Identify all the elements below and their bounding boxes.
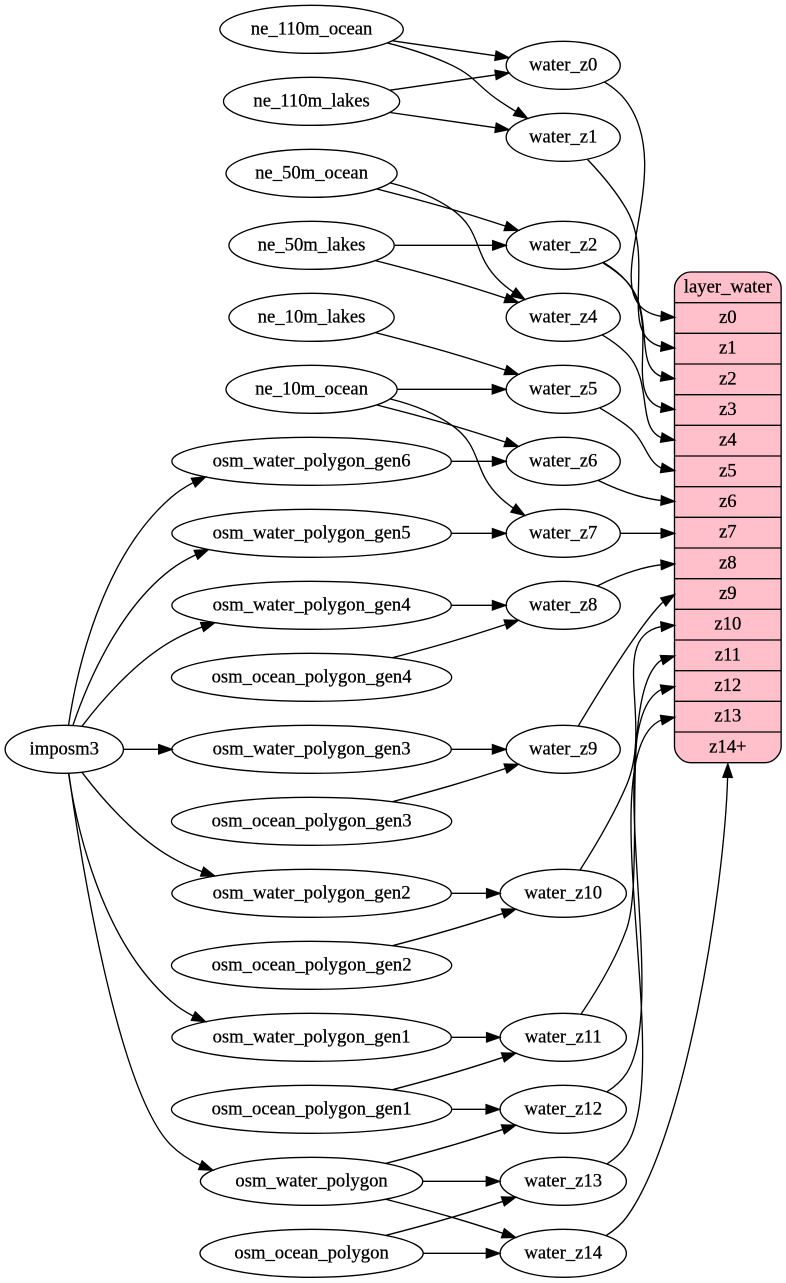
svg-text:water_z1: water_z1 bbox=[529, 126, 597, 147]
svg-text:imposm3: imposm3 bbox=[30, 738, 99, 759]
svg-text:z3: z3 bbox=[719, 399, 737, 420]
svg-text:osm_ocean_polygon_gen1: osm_ocean_polygon_gen1 bbox=[212, 1098, 412, 1119]
svg-text:z9: z9 bbox=[719, 583, 737, 604]
svg-text:water_z0: water_z0 bbox=[529, 54, 597, 75]
svg-text:osm_water_polygon_gen3: osm_water_polygon_gen3 bbox=[213, 738, 411, 759]
svg-text:osm_water_polygon_gen6: osm_water_polygon_gen6 bbox=[213, 450, 411, 471]
svg-text:water_z11: water_z11 bbox=[525, 1026, 602, 1047]
svg-text:water_z7: water_z7 bbox=[529, 522, 597, 543]
svg-text:z2: z2 bbox=[719, 368, 737, 389]
svg-text:water_z8: water_z8 bbox=[529, 594, 597, 615]
svg-text:z6: z6 bbox=[719, 491, 737, 512]
svg-text:z7: z7 bbox=[719, 522, 737, 543]
svg-text:ne_110m_ocean: ne_110m_ocean bbox=[251, 18, 373, 39]
svg-text:osm_water_polygon_gen4: osm_water_polygon_gen4 bbox=[213, 594, 412, 615]
svg-text:osm_water_polygon_gen1: osm_water_polygon_gen1 bbox=[213, 1026, 411, 1047]
svg-text:ne_10m_ocean: ne_10m_ocean bbox=[255, 378, 369, 399]
svg-text:water_z6: water_z6 bbox=[529, 450, 597, 471]
svg-text:water_z9: water_z9 bbox=[529, 738, 597, 759]
svg-text:ne_50m_lakes: ne_50m_lakes bbox=[258, 234, 366, 255]
svg-text:ne_50m_ocean: ne_50m_ocean bbox=[255, 162, 369, 183]
svg-text:layer_water: layer_water bbox=[684, 276, 773, 297]
svg-text:water_z12: water_z12 bbox=[524, 1098, 602, 1119]
svg-text:ne_10m_lakes: ne_10m_lakes bbox=[258, 306, 366, 327]
svg-text:z10: z10 bbox=[714, 614, 741, 635]
svg-text:z8: z8 bbox=[719, 552, 737, 573]
svg-text:osm_water_polygon_gen5: osm_water_polygon_gen5 bbox=[213, 522, 411, 543]
svg-text:osm_ocean_polygon_gen4: osm_ocean_polygon_gen4 bbox=[212, 666, 413, 687]
svg-text:osm_water_polygon: osm_water_polygon bbox=[235, 1170, 388, 1191]
svg-text:z1: z1 bbox=[719, 338, 737, 359]
svg-text:water_z10: water_z10 bbox=[524, 882, 602, 903]
svg-text:osm_ocean_polygon_gen2: osm_ocean_polygon_gen2 bbox=[212, 954, 412, 975]
svg-text:z0: z0 bbox=[719, 307, 737, 328]
svg-text:osm_ocean_polygon: osm_ocean_polygon bbox=[234, 1242, 389, 1263]
svg-text:water_z13: water_z13 bbox=[524, 1170, 602, 1191]
svg-text:water_z4: water_z4 bbox=[529, 306, 598, 327]
svg-text:osm_ocean_polygon_gen3: osm_ocean_polygon_gen3 bbox=[212, 810, 412, 831]
svg-text:ne_110m_lakes: ne_110m_lakes bbox=[253, 90, 369, 111]
svg-text:z11: z11 bbox=[715, 644, 741, 665]
svg-text:z5: z5 bbox=[719, 460, 737, 481]
svg-text:z14+: z14+ bbox=[709, 736, 746, 757]
svg-text:water_z14: water_z14 bbox=[524, 1242, 602, 1263]
svg-text:z12: z12 bbox=[714, 675, 741, 696]
svg-text:z4: z4 bbox=[719, 430, 737, 451]
svg-text:water_z5: water_z5 bbox=[529, 378, 597, 399]
svg-text:z13: z13 bbox=[714, 706, 741, 727]
svg-text:osm_water_polygon_gen2: osm_water_polygon_gen2 bbox=[213, 882, 411, 903]
svg-text:water_z2: water_z2 bbox=[529, 234, 597, 255]
